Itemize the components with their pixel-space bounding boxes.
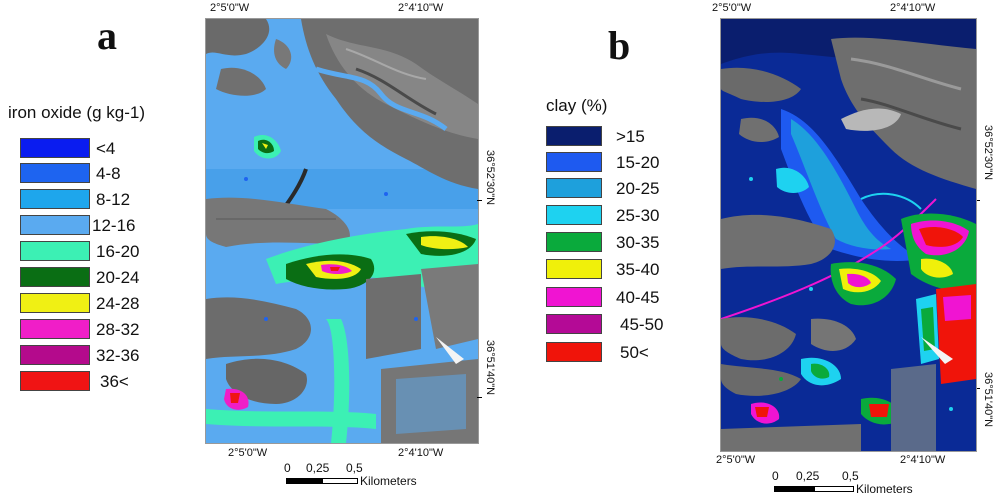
legend-row: 20-24 [20,267,220,289]
panel-b-lat-tick-1 [975,200,980,201]
legend-label: 20-24 [96,268,140,287]
legend-label: 16-20 [96,242,140,261]
legend-swatch [20,345,90,365]
panel-b-top-lon-label-1: 2°5'0"W [712,2,752,14]
legend-swatch [20,215,90,235]
panel-a-right-lat-label-2: 36°51'40"N [484,340,496,396]
panel-b-map [720,18,977,452]
panel-b-bottom-lon-label-1: 2°5'0"W [716,454,756,466]
panel-a-scale-tick-2: 0,5 [346,461,363,475]
legend-row: 25-30 [546,205,746,227]
legend-row: 16-20 [20,241,220,263]
panel-b-scale-tick-2: 0,5 [842,469,859,483]
legend-row: 28-32 [20,319,220,341]
panel-a-right-lat-label-1: 36°52'30"N [484,150,496,206]
legend-label: 25-30 [616,206,660,225]
legend-label: >15 [616,127,645,146]
legend-row: 45-50 [546,314,746,336]
panel-a-scale-tick-0: 0 [284,461,291,475]
panel-b-scale-tick-0: 0 [772,469,779,483]
legend-label: 32-36 [96,346,140,365]
panel-b-map-image [721,19,976,451]
legend-row: 36< [20,371,220,393]
legend-label: 8-12 [96,190,131,209]
panel-a-map [205,18,479,444]
legend-label: <4 [96,139,116,158]
legend-label: 4-8 [96,164,121,183]
panel-a-top-lon-label-1: 2°5'0"W [210,2,250,14]
legend-label: 40-45 [616,288,660,307]
panel-a-bottom-lon-label-2: 2°4'10"W [398,447,444,459]
legend-row: 15-20 [546,152,746,174]
legend-label: 30-35 [616,233,660,252]
panel-b-scale-unit: Kilometers [856,482,913,496]
panel-a-scale-bar [286,478,358,484]
legend-row: 4-8 [20,163,220,185]
legend-label: 12-16 [92,216,136,235]
legend-row: 20-25 [546,178,746,200]
panel-b-lat-tick-2 [975,388,980,389]
legend-label: 35-40 [616,260,660,279]
legend-row: >15 [546,126,746,148]
legend-label: 36< [100,372,129,391]
legend-swatch [20,293,90,313]
legend-swatch [20,138,90,158]
legend-swatch [20,371,90,391]
panel-a-map-image [206,19,478,443]
legend-row: 8-12 [20,189,220,211]
panel-b-right-lat-label-2: 36°51'40"N [982,372,994,428]
legend-swatch [546,287,602,307]
legend-row: 32-36 [20,345,220,367]
legend-swatch [546,178,602,198]
legend-row: 35-40 [546,259,746,281]
legend-swatch [20,163,90,183]
panel-b-top-lon-label-2: 2°4'10"W [890,2,936,14]
legend-label: 50< [620,343,649,362]
legend-swatch [20,189,90,209]
legend-swatch [546,232,602,252]
panel-b-scale-bar [774,486,854,492]
legend-row: 50< [546,342,746,364]
panel-a-top-lon-label-2: 2°4'10"W [398,2,444,14]
legend-swatch [20,267,90,287]
panel-a-letter: a [97,13,117,58]
legend-row: 12-16 [20,215,220,237]
panel-b-right-lat-label-1: 36°52'30"N [982,125,994,181]
panel-a-bottom-lon-label-1: 2°5'0"W [228,447,268,459]
legend-row: <4 [20,138,220,160]
panel-b-legend-title: clay (%) [546,96,608,115]
legend-swatch [546,152,602,172]
panel-a-scale-tick-1: 0,25 [306,461,330,475]
legend-swatch [20,319,90,339]
legend-label: 28-32 [96,320,140,339]
panel-a-scale-unit: Kilometers [360,474,417,488]
panel-a-lat-tick-1 [477,200,482,201]
legend-swatch [546,314,602,334]
legend-swatch [20,241,90,261]
legend-label: 20-25 [616,179,660,198]
legend-row: 24-28 [20,293,220,315]
legend-label: 15-20 [616,153,660,172]
legend-swatch [546,126,602,146]
legend-swatch [546,205,602,225]
panel-b-letter: b [608,23,631,68]
panel-a-legend-title: iron oxide (g kg-1) [8,103,146,122]
legend-label: 24-28 [96,294,140,313]
legend-label: 45-50 [620,315,664,334]
legend-row: 30-35 [546,232,746,254]
panel-a-lat-tick-2 [477,397,482,398]
panel-b-scale-tick-1: 0,25 [796,469,820,483]
legend-swatch [546,342,602,362]
legend-row: 40-45 [546,287,746,309]
panel-b-bottom-lon-label-2: 2°4'10"W [900,454,946,466]
legend-swatch [546,259,602,279]
